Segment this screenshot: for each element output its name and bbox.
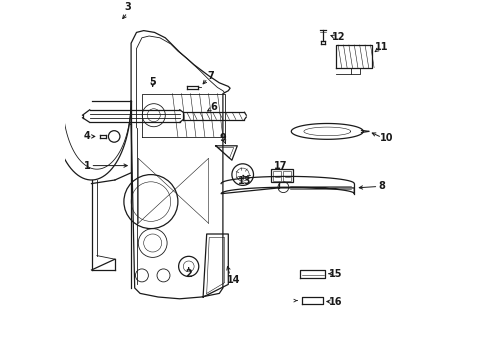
Text: 9: 9 <box>219 132 226 143</box>
Text: 17: 17 <box>273 161 286 171</box>
Text: 11: 11 <box>374 42 387 52</box>
Text: 4: 4 <box>83 131 90 141</box>
Text: 8: 8 <box>378 181 385 192</box>
Text: 3: 3 <box>124 2 131 12</box>
Text: 16: 16 <box>328 297 341 307</box>
Bar <box>271 169 292 182</box>
Text: 6: 6 <box>210 102 217 112</box>
Text: 15: 15 <box>328 269 341 279</box>
Text: 5: 5 <box>149 77 156 87</box>
Bar <box>283 171 290 181</box>
Text: 10: 10 <box>379 132 393 143</box>
Text: 12: 12 <box>331 32 345 42</box>
Bar <box>273 171 281 181</box>
Text: 1: 1 <box>83 161 90 171</box>
Text: 14: 14 <box>226 275 240 285</box>
Text: 7: 7 <box>206 71 213 81</box>
Text: 13: 13 <box>237 176 251 186</box>
Text: 2: 2 <box>185 269 192 279</box>
